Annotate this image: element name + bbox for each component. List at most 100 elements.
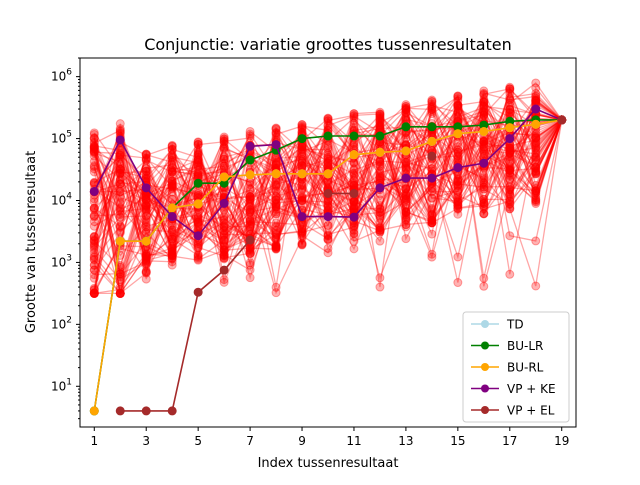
background-variation-lines (89, 78, 567, 298)
background-marker (297, 120, 307, 130)
background-marker (531, 191, 541, 201)
background-marker (271, 128, 281, 138)
background-marker (401, 157, 411, 167)
background-marker (479, 175, 489, 185)
background-marker (479, 110, 489, 120)
background-marker (479, 182, 489, 192)
point-bu-rl (479, 127, 489, 137)
background-marker (479, 97, 489, 107)
background-marker (89, 236, 99, 246)
background-marker (89, 288, 99, 298)
background-marker (89, 161, 99, 171)
background-marker (453, 186, 463, 196)
background-marker (141, 211, 151, 221)
background-marker (271, 195, 281, 205)
background-marker (219, 158, 229, 168)
x-tick-label: 19 (554, 434, 569, 448)
x-axis: 1 3 5 7 9 11 13 15 17 19 (90, 427, 569, 448)
background-marker (505, 165, 515, 175)
point-bu-rl (297, 169, 307, 179)
background-marker (479, 139, 489, 149)
background-marker (89, 240, 99, 250)
background-marker (115, 165, 125, 175)
background-marker (479, 99, 489, 109)
background-line (94, 111, 563, 275)
background-marker (141, 259, 151, 269)
background-marker (219, 250, 229, 260)
background-marker (479, 101, 489, 111)
background-line (93, 93, 563, 294)
background-line (93, 103, 563, 275)
background-line (93, 82, 563, 294)
background-marker (89, 133, 99, 143)
background-marker (245, 258, 255, 268)
background-marker (427, 203, 437, 213)
background-marker (505, 185, 515, 195)
background-marker (375, 203, 385, 213)
background-marker (375, 157, 385, 167)
background-marker (479, 182, 489, 192)
background-marker (89, 231, 99, 241)
background-marker (115, 288, 125, 298)
background-marker (193, 140, 203, 150)
background-marker (479, 110, 489, 120)
background-marker (89, 128, 99, 138)
background-marker (401, 184, 411, 194)
background-marker (505, 143, 515, 153)
background-marker (141, 250, 151, 260)
background-marker (115, 269, 125, 279)
background-marker (271, 195, 281, 205)
point-bu-lr (245, 155, 255, 165)
background-marker (375, 159, 385, 169)
legend-label-vp-ke: VP + KE (507, 382, 556, 396)
background-marker (115, 168, 125, 178)
background-marker (479, 102, 489, 112)
background-line (93, 119, 563, 294)
background-marker (219, 142, 229, 152)
background-marker (479, 142, 489, 152)
background-marker (505, 165, 515, 175)
background-marker (505, 184, 515, 194)
background-marker (167, 155, 177, 165)
background-marker (375, 120, 385, 130)
background-marker (531, 78, 541, 88)
background-marker (479, 89, 489, 99)
background-marker (271, 243, 281, 253)
point-bu-rl (115, 236, 125, 246)
background-marker (167, 194, 177, 204)
x-tick-label: 9 (298, 434, 306, 448)
background-marker (323, 159, 333, 169)
background-marker (167, 234, 177, 244)
background-marker (453, 100, 463, 110)
background-marker (349, 232, 359, 242)
background-marker (115, 169, 125, 179)
background-marker (115, 168, 125, 178)
background-marker (219, 244, 229, 254)
background-marker (89, 241, 99, 251)
background-marker (141, 215, 151, 225)
background-marker (505, 171, 515, 181)
background-marker (115, 284, 125, 294)
background-marker (141, 195, 151, 205)
background-marker (323, 153, 333, 163)
background-marker (115, 227, 125, 237)
background-marker (427, 97, 437, 107)
background-marker (193, 217, 203, 227)
background-marker (453, 174, 463, 184)
background-marker (297, 239, 307, 249)
background-line (93, 100, 563, 290)
background-marker (271, 125, 281, 135)
background-marker (453, 192, 463, 202)
background-line (93, 105, 562, 269)
background-marker (375, 211, 385, 221)
background-marker (453, 197, 463, 207)
background-marker (401, 203, 411, 213)
background-marker (349, 113, 359, 123)
background-marker (453, 111, 463, 121)
background-marker (323, 221, 333, 231)
background-marker (271, 202, 281, 212)
background-marker (375, 168, 385, 178)
background-marker (219, 137, 229, 147)
background-marker (89, 254, 99, 264)
background-marker (141, 204, 151, 214)
